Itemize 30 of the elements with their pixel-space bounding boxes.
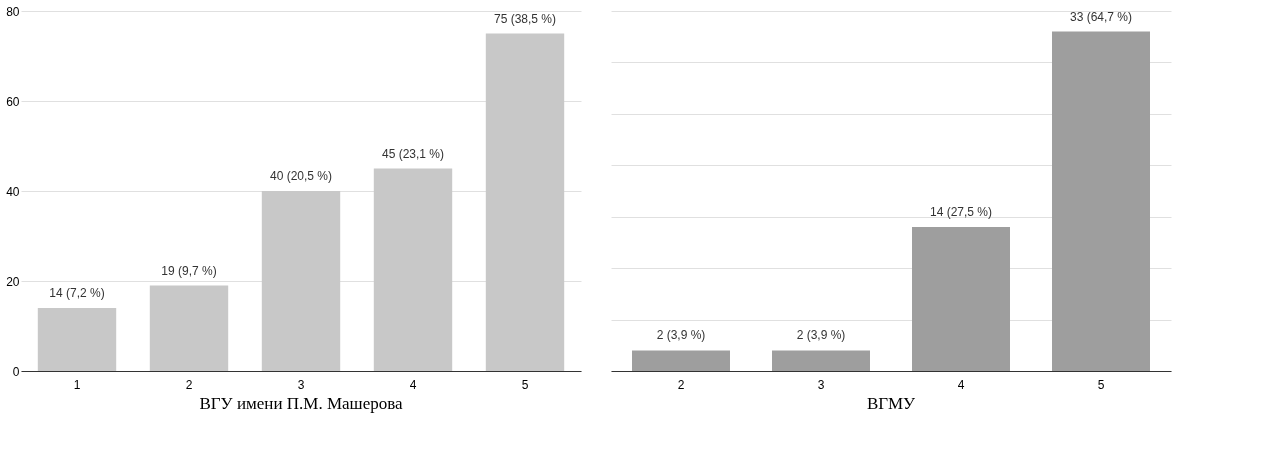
data-label: 45 (23,1 %) <box>381 146 445 161</box>
x-tick-label: 3 <box>817 377 825 392</box>
data-label: 33 (64,7 %) <box>1069 9 1133 24</box>
x-tick-label: 1 <box>73 377 81 392</box>
y-tick-label: 60 <box>6 94 20 109</box>
data-label: 2 (3,9 %) <box>796 328 846 343</box>
x-tick-label: 4 <box>409 377 417 392</box>
bar <box>485 33 565 371</box>
text: ВГМУ <box>866 394 916 413</box>
bar <box>261 191 341 371</box>
data-label: 14 (27,5 %) <box>929 205 993 219</box>
data-label: 75 (38,5 %) <box>493 11 557 26</box>
bar <box>37 308 117 371</box>
text: ВГУ имени П.М. Машерова <box>199 394 403 413</box>
x-tick-label: 3 <box>297 377 305 392</box>
x-tick-label: 5 <box>1097 377 1105 392</box>
data-label: 40 (20,5 %) <box>269 169 333 183</box>
x-tick-label: 2 <box>185 377 193 392</box>
y-tick-label: 20 <box>6 274 20 289</box>
bar <box>373 168 453 371</box>
data-label: 14 (7,2 %) <box>49 286 105 300</box>
x-tick-label: 4 <box>957 377 965 392</box>
y-tick-label: 40 <box>6 184 20 199</box>
y-tick-label: 80 <box>6 4 20 19</box>
bar <box>149 285 229 371</box>
x-tick-label: 5 <box>521 377 529 392</box>
y-tick-label: 0 <box>12 364 20 379</box>
x-tick-label: 2 <box>677 377 685 392</box>
data-label: 2 (3,9 %) <box>656 328 706 343</box>
data-label: 19 (9,7 %) <box>161 263 217 278</box>
